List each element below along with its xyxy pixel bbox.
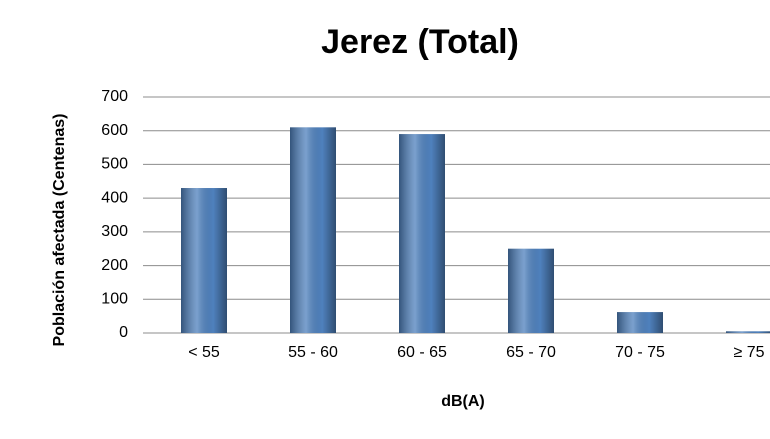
bar-shade <box>508 248 554 333</box>
bar-shade <box>399 134 445 333</box>
bar <box>290 127 336 333</box>
x-tick-label: 65 - 70 <box>506 344 556 361</box>
bar-shade <box>726 331 770 333</box>
bar <box>181 188 227 333</box>
y-tick-label: 0 <box>119 324 128 341</box>
bar-shade <box>617 312 663 333</box>
bar-shade <box>290 127 336 333</box>
y-tick-label: 500 <box>101 156 128 173</box>
x-axis-label: dB(A) <box>441 393 485 410</box>
x-tick-label: 70 - 75 <box>615 344 665 361</box>
y-tick-label: 200 <box>101 257 128 274</box>
x-tick-label: 55 - 60 <box>288 344 338 361</box>
chart-title: Jerez (Total) <box>321 23 519 61</box>
bar <box>399 134 445 333</box>
y-tick-label: 100 <box>101 291 128 308</box>
y-axis-label: Población afectada (Centenas) <box>51 114 68 347</box>
y-tick-label: 400 <box>101 189 128 206</box>
bar <box>617 312 663 333</box>
x-tick-label: 60 - 65 <box>397 344 447 361</box>
bar-shade <box>181 188 227 333</box>
y-tick-label: 300 <box>101 223 128 240</box>
x-tick-label: < 55 <box>188 344 220 361</box>
bar <box>508 248 554 333</box>
y-tick-label: 600 <box>101 122 128 139</box>
x-tick-label: ≥ 75 <box>733 344 764 361</box>
bar <box>726 331 770 333</box>
y-tick-label: 700 <box>101 88 128 105</box>
